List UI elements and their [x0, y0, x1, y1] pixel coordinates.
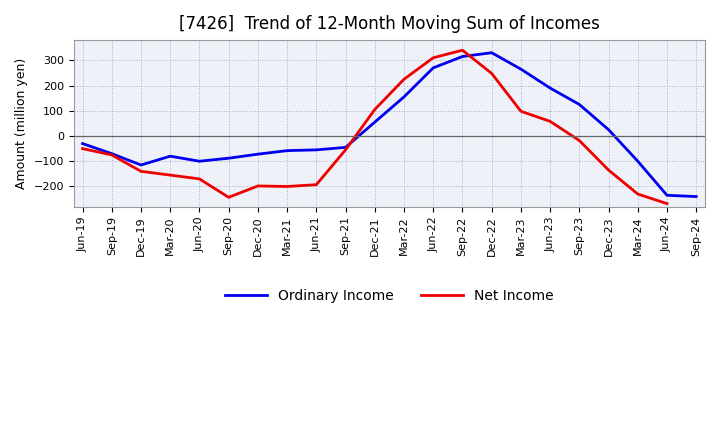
Ordinary Income: [137, 162, 145, 168]
Ordinary Income: [546, 85, 554, 91]
Ordinary Income: [107, 151, 116, 156]
Ordinary Income: [662, 193, 671, 198]
Ordinary Income: [312, 147, 320, 153]
Net Income: [225, 194, 233, 200]
Ordinary Income: [429, 65, 438, 70]
Net Income: [487, 71, 496, 76]
Net Income: [166, 172, 174, 178]
Ordinary Income: [341, 145, 350, 150]
Ordinary Income: [400, 94, 408, 99]
Net Income: [604, 168, 613, 173]
Net Income: [253, 183, 262, 189]
Ordinary Income: [634, 158, 642, 164]
Net Income: [662, 201, 671, 206]
Net Income: [458, 48, 467, 53]
Ordinary Income: [487, 50, 496, 55]
Net Income: [195, 176, 204, 182]
Ordinary Income: [692, 194, 701, 199]
Ordinary Income: [253, 151, 262, 157]
Ordinary Income: [283, 148, 292, 153]
Ordinary Income: [225, 156, 233, 161]
Ordinary Income: [166, 154, 174, 159]
Ordinary Income: [371, 120, 379, 125]
Ordinary Income: [516, 66, 525, 72]
Net Income: [341, 147, 350, 153]
Ordinary Income: [78, 141, 87, 146]
Net Income: [575, 138, 584, 143]
Net Income: [312, 182, 320, 187]
Net Income: [634, 191, 642, 197]
Y-axis label: Amount (million yen): Amount (million yen): [15, 58, 28, 189]
Net Income: [137, 169, 145, 174]
Net Income: [78, 146, 87, 151]
Legend: Ordinary Income, Net Income: Ordinary Income, Net Income: [220, 283, 559, 308]
Net Income: [546, 119, 554, 124]
Ordinary Income: [458, 54, 467, 59]
Net Income: [371, 107, 379, 112]
Line: Net Income: Net Income: [83, 50, 667, 204]
Net Income: [516, 109, 525, 114]
Net Income: [429, 55, 438, 60]
Net Income: [400, 77, 408, 82]
Ordinary Income: [195, 158, 204, 164]
Net Income: [107, 152, 116, 158]
Ordinary Income: [575, 102, 584, 107]
Net Income: [283, 184, 292, 189]
Line: Ordinary Income: Ordinary Income: [83, 53, 696, 197]
Ordinary Income: [604, 127, 613, 132]
Title: [7426]  Trend of 12-Month Moving Sum of Incomes: [7426] Trend of 12-Month Moving Sum of I…: [179, 15, 600, 33]
